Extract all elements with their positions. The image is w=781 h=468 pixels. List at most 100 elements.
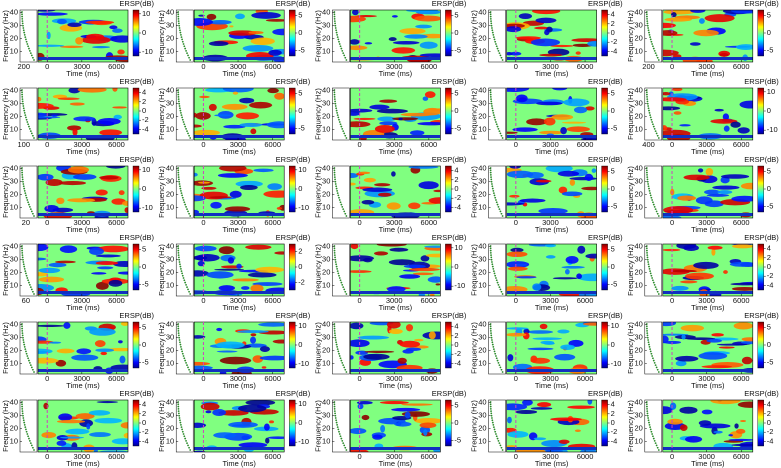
side-dot xyxy=(334,24,337,27)
colorbar-tick-label: 10 xyxy=(142,9,150,18)
heatmap-blob xyxy=(568,339,584,347)
side-dot xyxy=(645,13,648,16)
side-dot xyxy=(23,187,26,190)
side-dot xyxy=(648,345,651,348)
side-dot xyxy=(181,274,184,277)
side-dot xyxy=(340,359,343,362)
side-dot xyxy=(179,107,181,110)
side-dot xyxy=(333,13,336,16)
side-dot xyxy=(178,24,181,27)
heatmap-blob xyxy=(72,174,97,180)
side-dot xyxy=(494,430,497,433)
heatmap xyxy=(194,166,285,217)
heatmap-blob xyxy=(577,273,597,282)
colorbar-tick-label: -10 xyxy=(298,359,309,368)
heatmap-blob xyxy=(683,244,699,251)
side-dot xyxy=(336,270,339,273)
colorbar-tick-label: 0 xyxy=(767,418,771,427)
heatmap-blob xyxy=(242,45,274,52)
heatmap-blob xyxy=(38,44,65,47)
side-dot xyxy=(27,279,30,282)
colorbar xyxy=(601,321,608,369)
heatmap-blob xyxy=(350,111,361,116)
heatmap-blob xyxy=(704,189,721,195)
side-dot xyxy=(489,403,492,406)
side-dot xyxy=(657,449,660,451)
side-dot xyxy=(646,251,648,254)
heatmap-blob xyxy=(210,201,222,209)
side-dot xyxy=(184,359,187,362)
y-tick-label: 30 xyxy=(478,255,486,264)
colorbar-tick-label: 4 xyxy=(142,400,146,409)
side-dot xyxy=(652,359,655,362)
side-dot xyxy=(646,173,648,176)
colorbar-tick-label: -4 xyxy=(611,46,618,55)
side-dot xyxy=(22,263,25,266)
side-dot xyxy=(489,247,492,250)
side-dot xyxy=(646,93,648,96)
side-dot xyxy=(338,121,341,123)
heatmap-blob xyxy=(75,37,84,45)
side-dot xyxy=(338,352,340,355)
side-dot xyxy=(652,47,655,50)
side-dot xyxy=(177,178,180,181)
side-dot xyxy=(335,263,338,266)
heatmap-blob xyxy=(357,403,364,410)
side-plot xyxy=(488,243,506,297)
heatmap xyxy=(662,88,753,140)
side-dot xyxy=(21,407,24,410)
side-dot xyxy=(31,290,34,293)
heatmap-blob xyxy=(515,409,538,415)
side-dot xyxy=(334,339,337,341)
colorbar xyxy=(132,243,140,291)
side-plot xyxy=(332,165,350,219)
heatmap-blob xyxy=(414,417,441,424)
x-tick-label: 3000 xyxy=(698,62,715,71)
side-dot xyxy=(343,366,346,369)
side-dot xyxy=(489,173,492,176)
heatmap-band xyxy=(350,57,441,60)
side-dot xyxy=(493,350,496,353)
side-dot xyxy=(489,329,492,332)
side-dot xyxy=(181,194,184,197)
heatmap-blob xyxy=(73,116,96,122)
heatmap-blob xyxy=(379,400,409,405)
heatmap-blob xyxy=(120,422,128,429)
heatmap-blob xyxy=(389,247,409,252)
side-dot xyxy=(333,95,336,98)
side-dot xyxy=(333,332,336,335)
heatmap-blob xyxy=(710,118,738,124)
heatmap-blob xyxy=(252,355,264,363)
heatmap-blob xyxy=(386,202,401,210)
y-tick-label: 20 xyxy=(10,112,18,121)
x-tick-label: 3000 xyxy=(230,140,247,149)
side-dot xyxy=(177,169,180,172)
y-tick-label: 10 xyxy=(478,437,486,446)
colorbar-label: ERSP(dB) xyxy=(119,155,154,164)
heatmap-blob xyxy=(679,124,691,127)
heatmap-blob xyxy=(229,25,234,28)
heatmap-band xyxy=(662,369,753,372)
heatmap-blob xyxy=(663,206,694,215)
colorbar-tick-label: -5 xyxy=(767,202,774,211)
colorbar-label: ERSP(dB) xyxy=(744,0,779,8)
y-tick-label: 20 xyxy=(166,112,174,121)
y-tick-label: 30 xyxy=(322,99,330,108)
side-dot xyxy=(657,137,660,139)
heatmap-blob xyxy=(506,251,528,258)
side-dot xyxy=(180,111,182,114)
colorbar-tick-label: 0 xyxy=(767,184,771,193)
y-tick-label: 20 xyxy=(634,268,642,277)
side-dot xyxy=(647,183,650,185)
heatmap-blob xyxy=(719,53,729,57)
side-dot xyxy=(646,407,648,410)
colorbar-tick-label: 0 xyxy=(298,28,302,37)
side-dot xyxy=(651,355,654,357)
x-axis-label: Time (ms) xyxy=(66,459,100,468)
heatmap xyxy=(38,88,128,140)
